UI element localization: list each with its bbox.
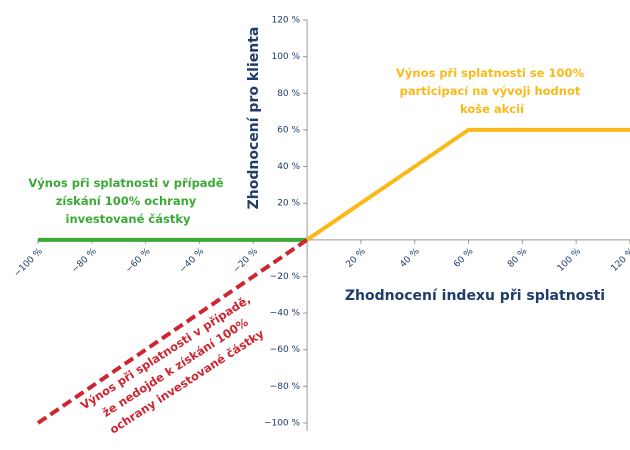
data-line: [36, 238, 309, 425]
y-axis-label: Zhodnocení pro klienta: [246, 27, 262, 210]
y-tick-label: 100 %: [271, 52, 300, 62]
annotation: Výnos při splatnosti se 100% participací…: [396, 66, 588, 116]
y-tick-label: −40 %: [270, 309, 301, 319]
y-tick-label: −80 %: [270, 382, 301, 392]
x-tick-label: −20 %: [232, 246, 261, 275]
annotation: Výnos při splatnosti v případě, že nedoj…: [78, 290, 276, 443]
x-tick-label: −40 %: [178, 246, 207, 275]
x-axis-label: Zhodnocení indexu při splatnosti: [345, 288, 605, 304]
x-tick-label: −80 %: [70, 246, 99, 275]
x-tick-label: 20 %: [345, 246, 369, 270]
x-tick-label: −100 %: [12, 246, 45, 279]
x-tick-label: 100 %: [556, 246, 584, 274]
annotation-line: získání 100% ochrany: [56, 194, 197, 208]
y-tick-label: 60 %: [277, 125, 300, 135]
annotation-line: investované částky: [66, 212, 191, 226]
annotation: Výnos při splatnosti v případě získání 1…: [28, 176, 227, 226]
y-tick-label: −100 %: [264, 419, 301, 429]
annotation-line: Výnos při splatnosti v případě: [28, 176, 223, 190]
y-tick-label: 80 %: [277, 89, 300, 99]
annotation-line: participací na vývoji hodnot: [400, 84, 581, 98]
y-tick-label: 20 %: [277, 199, 300, 209]
x-tick-label: 80 %: [506, 246, 530, 270]
annotation-line: koše akcií: [460, 102, 525, 116]
annotation-line: Výnos při splatnosti se 100%: [396, 66, 584, 80]
data-line: [305, 127, 630, 242]
x-tick-label: −60 %: [124, 246, 153, 275]
x-tick-label: 120 %: [610, 246, 630, 274]
x-tick-label: 40 %: [398, 246, 422, 270]
y-tick-label: −60 %: [270, 345, 301, 355]
y-tick-label: −20 %: [270, 272, 301, 282]
y-tick-label: 120 %: [271, 16, 300, 26]
x-tick-label: 60 %: [452, 246, 476, 270]
y-tick-label: 40 %: [277, 162, 300, 172]
